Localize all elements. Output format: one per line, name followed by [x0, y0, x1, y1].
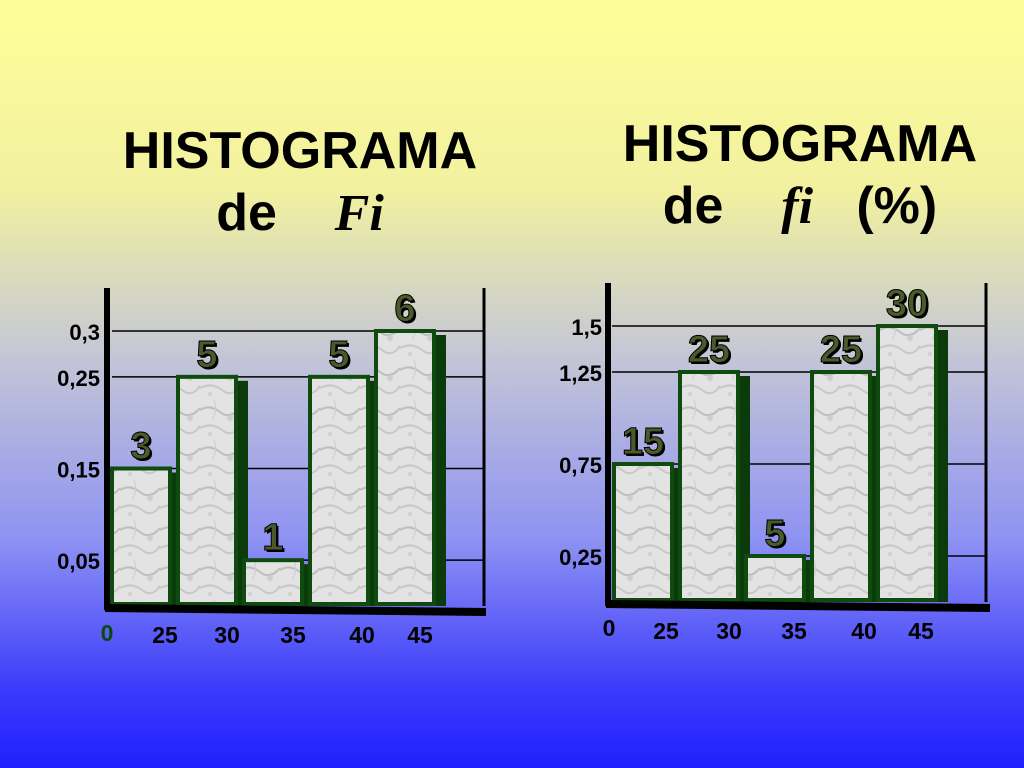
left-bar-4	[374, 329, 436, 606]
right-bar-label-4: 30	[886, 283, 928, 325]
left-title-word: de	[216, 184, 277, 242]
right-chart-title: HISTOGRAMA de fi (%)	[590, 113, 1010, 238]
left-x-axis	[104, 604, 487, 616]
right-bar-label-3: 25	[820, 329, 862, 371]
left-title-line1: HISTOGRAMA	[122, 122, 478, 180]
right-x-tick-label-3: 40	[851, 618, 877, 644]
left-x-tick-label-0: 25	[152, 622, 178, 648]
left-bar-label-4: 6	[394, 288, 415, 330]
right-title-line1: HISTOGRAMA	[622, 115, 978, 173]
right-bar-label-shadow-2: 5	[766, 515, 787, 557]
left-bar-1	[176, 374, 238, 607]
right-bar-label-0: 15	[622, 421, 664, 463]
left-title-symbol: Fi	[334, 185, 384, 242]
right-bar-3	[810, 370, 872, 602]
left-bar-label-shadow-4: 6	[396, 290, 417, 332]
left-bar-label-shadow-0: 3	[132, 428, 153, 470]
right-bar-label-shadow-1: 25	[690, 331, 732, 373]
left-x-tick-label-2: 35	[280, 622, 306, 648]
left-bar-label-0: 3	[130, 426, 151, 468]
left-origin-label: 0	[101, 620, 114, 646]
left-title-line2: de Fi	[90, 182, 510, 245]
right-bar-label-2: 5	[764, 513, 785, 555]
left-chart-title: HISTOGRAMA de Fi	[90, 120, 510, 245]
left-x-tick-label-1: 30	[214, 622, 240, 648]
right-bar-2	[744, 554, 806, 602]
right-title-unit: (%)	[856, 177, 938, 235]
left-bar-2	[242, 558, 304, 607]
right-bar-label-shadow-3: 25	[822, 331, 864, 373]
left-y-tick-label-3: 0,3	[69, 320, 100, 345]
left-y-tick-label-2: 0,25	[57, 366, 100, 391]
right-x-axis	[605, 600, 991, 612]
left-x-tick-label-3: 40	[349, 622, 375, 648]
left-bar-3	[308, 374, 370, 607]
left-bar-label-2: 1	[262, 517, 283, 559]
right-bar-label-1: 25	[688, 329, 730, 371]
left-y-tick-label-1: 0,15	[57, 458, 100, 483]
right-bar-4	[876, 324, 938, 602]
right-title-word: de	[662, 177, 724, 235]
left-x-tick-label-4: 45	[407, 622, 433, 648]
right-x-tick-label-4: 45	[908, 618, 934, 644]
left-bar-label-1: 5	[196, 334, 217, 376]
right-y-tick-label-1: 0,75	[559, 453, 602, 478]
right-bar-label-shadow-0: 15	[624, 423, 666, 465]
right-bar-1	[678, 370, 740, 602]
left-bar-label-shadow-2: 1	[264, 519, 285, 561]
left-bar-label-shadow-1: 5	[198, 336, 219, 378]
left-bar-label-3: 5	[328, 334, 349, 376]
right-title-line2: de fi (%)	[590, 175, 1010, 238]
right-x-tick-label-1: 30	[716, 618, 742, 644]
right-x-tick-label-2: 35	[781, 618, 807, 644]
right-origin-label: 0	[603, 615, 616, 641]
right-y-tick-label-3: 1,5	[571, 315, 602, 340]
right-title-symbol: fi	[781, 178, 814, 235]
right-bar-label-shadow-4: 30	[888, 285, 930, 327]
left-y-tick-label-0: 0,05	[57, 549, 100, 574]
left-bar-label-shadow-3: 5	[330, 336, 351, 378]
left-bar-0	[110, 466, 172, 606]
right-y-tick-label-2: 1,25	[559, 361, 602, 386]
right-bar-0	[612, 462, 674, 602]
right-x-tick-label-0: 25	[653, 618, 679, 644]
right-y-tick-label-0: 0,25	[559, 545, 602, 570]
